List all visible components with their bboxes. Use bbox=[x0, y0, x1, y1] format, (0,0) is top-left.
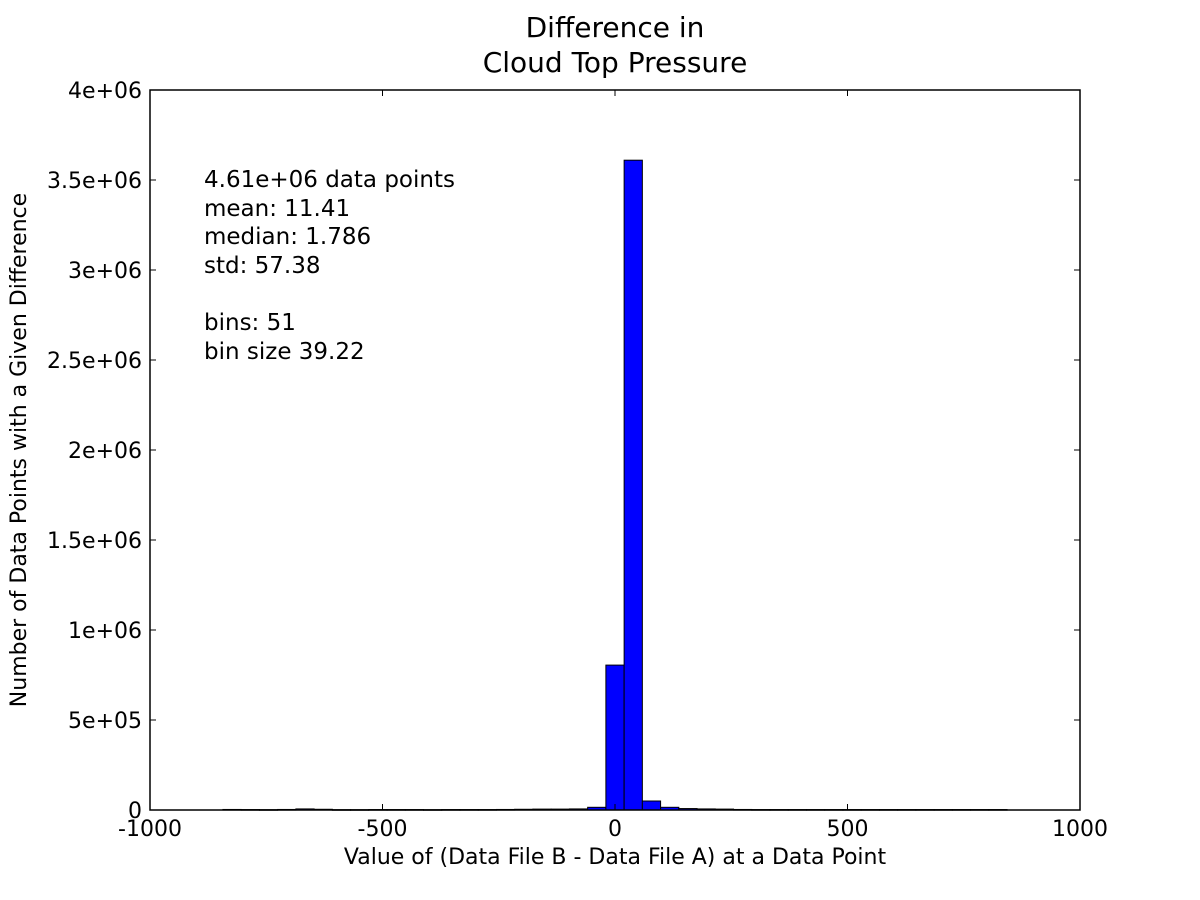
y-tick-label: 2e+06 bbox=[68, 439, 142, 464]
axis-ticks: -1000 -500 0 500 1000 0 5e+05 1e+06 1.5e+06 2e+06… bbox=[47, 79, 1108, 842]
histogram-bar-25 bbox=[605, 664, 625, 811]
y-tick-label: 1e+06 bbox=[68, 619, 142, 644]
y-tick-label: 3e+06 bbox=[68, 259, 142, 284]
x-tick-label: 500 bbox=[827, 817, 869, 842]
y-tick-label: 0 bbox=[128, 799, 142, 824]
stats-line-count: 4.61e+06 data points bbox=[204, 167, 455, 193]
chart-title-line-1: Difference in bbox=[526, 11, 705, 44]
x-tick-label: -500 bbox=[358, 817, 408, 842]
stats-line-binsize: bin size 39.22 bbox=[204, 339, 365, 365]
x-tick-label: -1000 bbox=[118, 817, 182, 842]
stats-line-bins: bins: 51 bbox=[204, 310, 296, 336]
y-tick-label: 1.5e+06 bbox=[47, 529, 142, 554]
stats-line-median: median: 1.786 bbox=[204, 224, 371, 250]
x-tick-label: 1000 bbox=[1052, 817, 1108, 842]
y-tick-label: 3.5e+06 bbox=[47, 169, 142, 194]
histogram-bar-26 bbox=[623, 159, 643, 811]
y-axis-label: Number of Data Points with a Given Diffe… bbox=[7, 193, 32, 707]
histogram-bar-27 bbox=[641, 800, 662, 811]
histogram-bars bbox=[222, 159, 1008, 811]
x-tick-label: 0 bbox=[608, 817, 622, 842]
stats-line-mean: mean: 11.41 bbox=[204, 196, 350, 222]
y-tick-label: 5e+05 bbox=[68, 709, 142, 734]
chart-title-line-2: Cloud Top Pressure bbox=[483, 46, 748, 79]
stats-annotation: 4.61e+06 data points mean: 11.41 median:… bbox=[204, 167, 455, 365]
y-tick-label: 4e+06 bbox=[68, 79, 142, 104]
y-tick-label: 2.5e+06 bbox=[47, 349, 142, 374]
plot-frame bbox=[149, 89, 1081, 811]
x-axis-label: Value of (Data File B - Data File A) at … bbox=[344, 845, 887, 870]
stats-line-std: std: 57.38 bbox=[204, 253, 321, 279]
